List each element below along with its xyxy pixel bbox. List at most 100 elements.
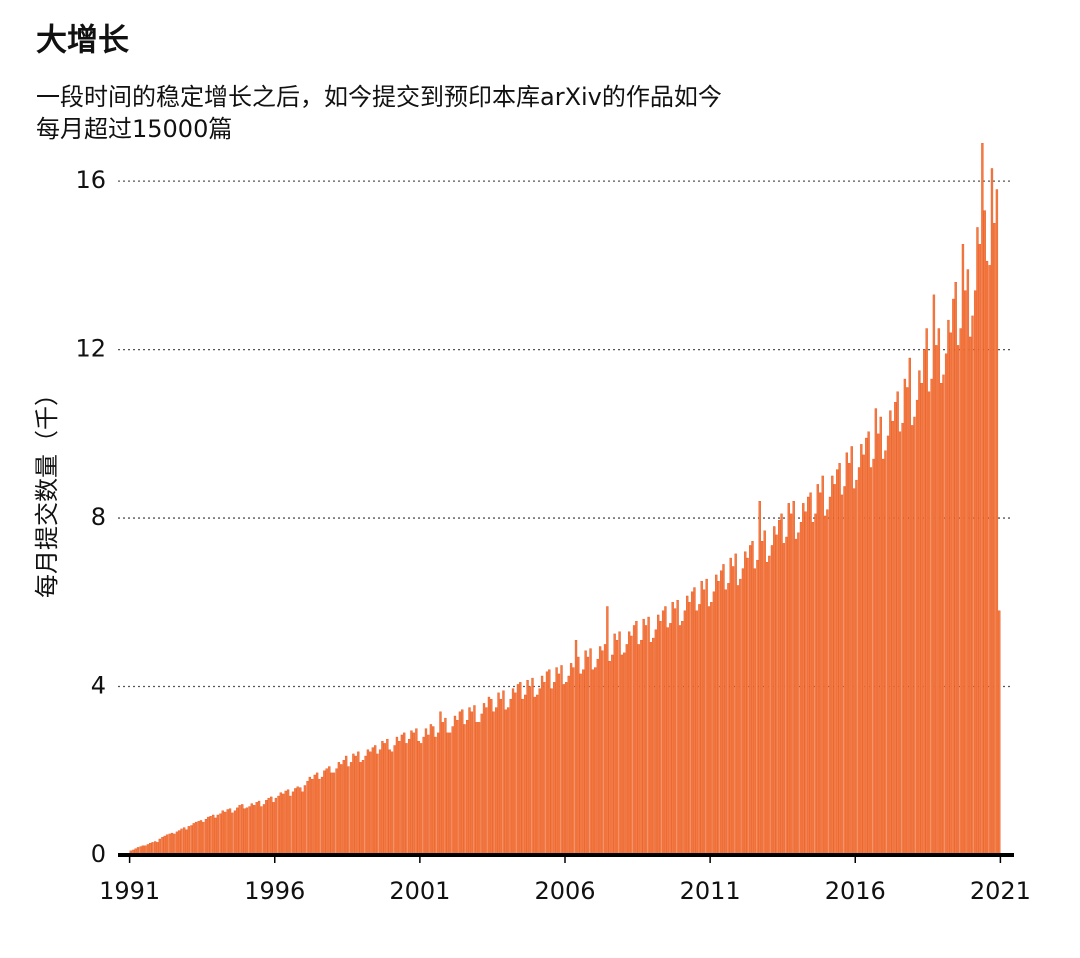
bar	[214, 817, 217, 856]
bar	[451, 726, 454, 856]
bar	[422, 736, 425, 856]
bar	[216, 814, 220, 856]
bar	[930, 378, 933, 856]
bar	[894, 402, 897, 856]
chart-title: 大增长	[36, 23, 129, 59]
bar	[995, 189, 999, 856]
bar	[836, 469, 839, 856]
bar	[596, 658, 599, 856]
bar	[690, 591, 694, 856]
bar	[390, 751, 394, 856]
bar	[311, 778, 314, 856]
x-tick-label: 1991	[99, 877, 160, 905]
bar	[814, 513, 817, 856]
bar	[923, 349, 926, 856]
bar	[969, 336, 972, 856]
bar	[168, 833, 171, 856]
bar	[424, 728, 428, 856]
bar	[954, 282, 957, 856]
bar	[255, 802, 258, 856]
bar	[729, 557, 732, 856]
bar	[959, 328, 962, 856]
bar	[574, 640, 578, 856]
bar	[400, 734, 404, 856]
bar	[412, 732, 415, 856]
bar	[823, 515, 827, 856]
bar	[860, 444, 863, 856]
bar	[577, 656, 580, 856]
x-tick-label: 2021	[970, 877, 1031, 905]
bar	[852, 488, 856, 856]
bar	[891, 420, 894, 856]
bar	[884, 450, 887, 856]
bar	[937, 328, 941, 856]
bar	[354, 755, 357, 856]
bar	[252, 805, 256, 856]
bar	[847, 463, 851, 856]
bar	[461, 709, 464, 856]
bar	[831, 475, 834, 856]
bar	[877, 433, 880, 856]
bar	[611, 654, 614, 856]
bar	[956, 345, 960, 856]
bar	[910, 425, 914, 856]
bar	[173, 833, 176, 856]
bar	[405, 743, 408, 856]
bar	[698, 604, 701, 856]
bar	[804, 511, 807, 856]
bar	[369, 751, 372, 856]
bar	[976, 227, 979, 856]
bar	[158, 838, 161, 856]
bar	[632, 625, 636, 856]
bar	[671, 602, 674, 856]
bar	[647, 616, 650, 856]
bar	[833, 484, 836, 856]
bar	[676, 599, 679, 856]
bar	[545, 671, 549, 856]
bar	[553, 682, 556, 856]
bar	[550, 688, 553, 856]
bar	[627, 631, 631, 856]
bar	[347, 766, 350, 856]
bar	[985, 260, 989, 856]
bar	[661, 610, 665, 856]
bar	[686, 595, 689, 856]
bar	[751, 541, 754, 856]
bar	[301, 791, 304, 856]
bar	[383, 743, 386, 856]
bar	[233, 810, 237, 856]
x-tick-label: 2001	[389, 877, 450, 905]
bar	[325, 768, 328, 856]
bar	[393, 745, 396, 856]
bar	[407, 738, 411, 856]
bar	[913, 416, 916, 856]
bar	[756, 559, 759, 856]
bar	[506, 707, 510, 856]
bar	[915, 399, 919, 856]
bar	[194, 821, 198, 856]
bar	[615, 640, 619, 856]
bar	[248, 806, 251, 856]
bar	[857, 467, 861, 856]
bar	[335, 768, 338, 856]
y-tick-label: 16	[75, 166, 106, 194]
bar	[744, 551, 747, 856]
bar	[731, 566, 735, 856]
bar	[642, 618, 645, 856]
bar	[376, 753, 379, 856]
bar	[865, 437, 868, 856]
bar	[867, 431, 870, 856]
bar	[212, 814, 215, 856]
bar	[794, 538, 798, 856]
bar	[715, 574, 718, 856]
bar	[760, 541, 764, 856]
bar	[664, 606, 667, 856]
bar	[456, 720, 459, 856]
bar	[226, 809, 229, 856]
bar	[427, 734, 430, 856]
bar	[163, 835, 166, 856]
bar	[753, 568, 756, 856]
bar	[497, 692, 500, 856]
bar	[342, 760, 345, 856]
bar	[775, 534, 778, 856]
